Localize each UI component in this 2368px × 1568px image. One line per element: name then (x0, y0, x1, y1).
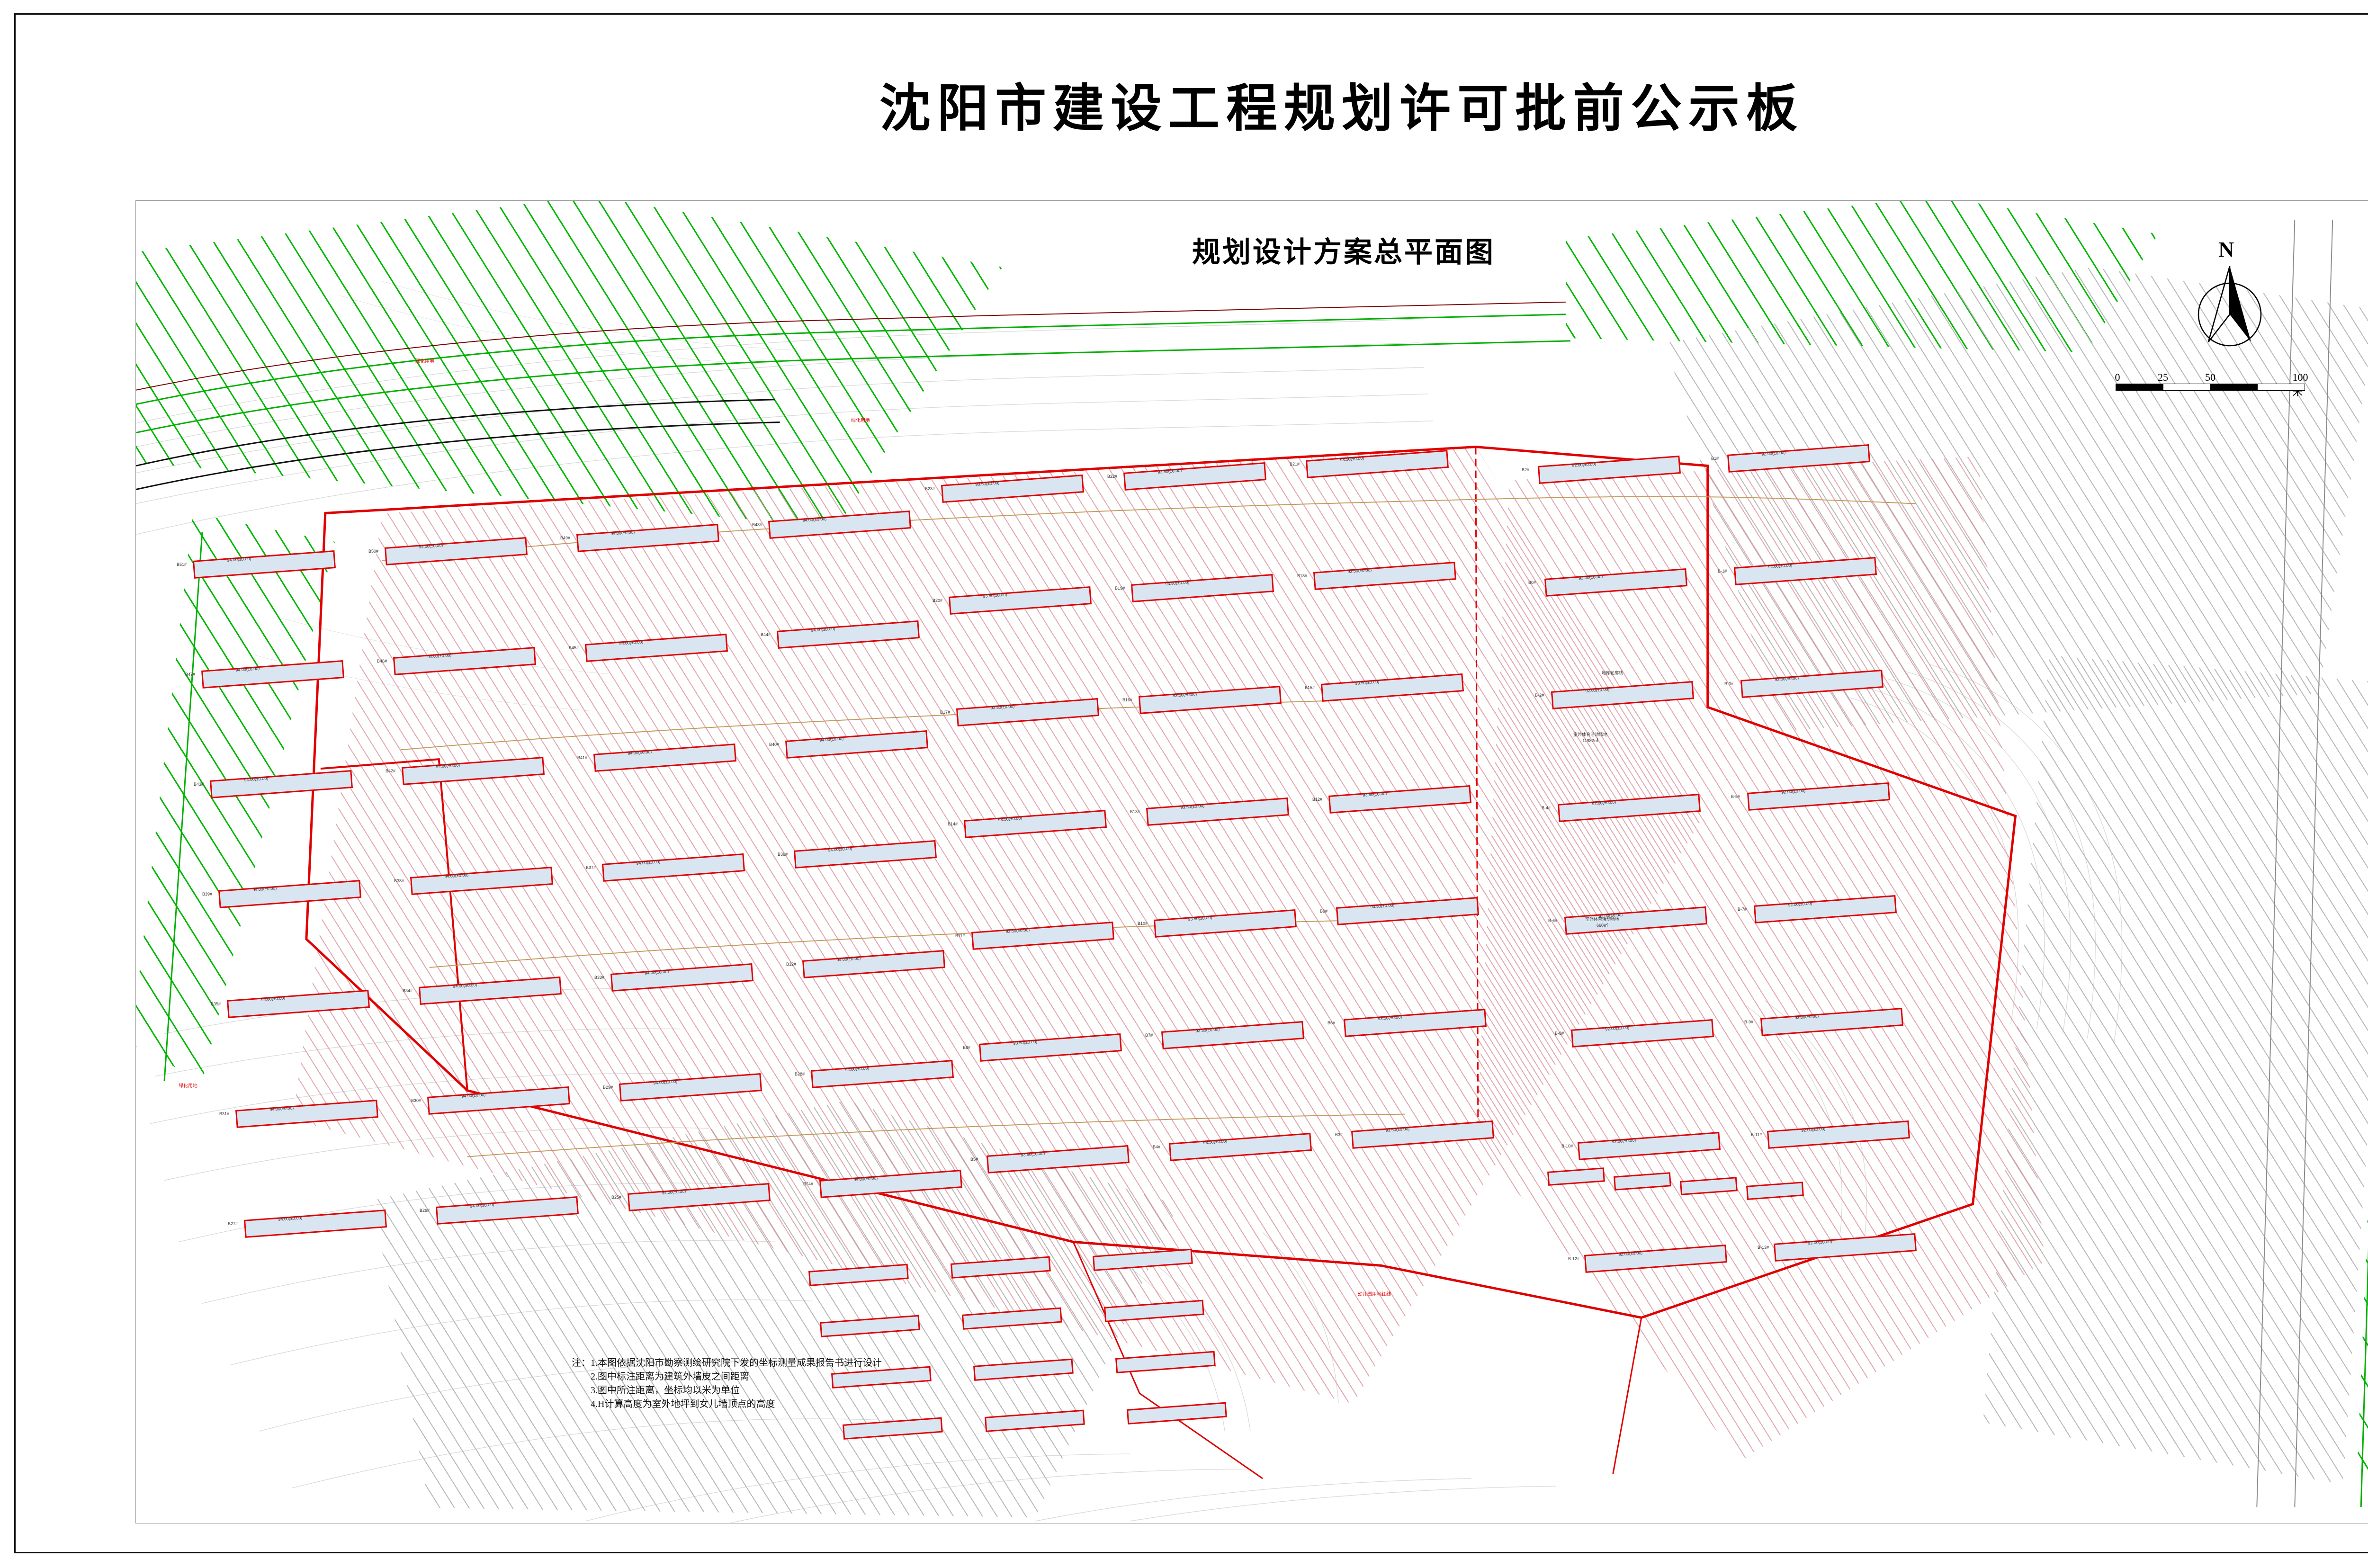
scale-bar: 0 25 50 100米 (2115, 371, 2308, 398)
building-label: B9# (1320, 909, 1328, 914)
building-label: B31# (219, 1111, 230, 1116)
map-label-green-land-1: 绿化用地 (415, 359, 434, 364)
plan-notes: 注：1.本图依据沈阳市勘察测绘研究院下发的坐标测量成果报告书进行设计 2.图中标… (572, 1356, 882, 1411)
building-label: B40# (769, 742, 780, 747)
board-frame: 沈阳市建设工程规划许可批前公示板 (14, 13, 2368, 1553)
building-label: B41# (577, 755, 588, 760)
building-label: B30# (411, 1098, 422, 1103)
building-label: B2# (1522, 467, 1530, 472)
building-label: B14# (948, 822, 958, 826)
map-label-sports-field-2: 室外体育活动场地 660㎡ (1585, 917, 1620, 928)
building-label: B39# (202, 892, 213, 896)
building-label: B5# (970, 1157, 978, 1162)
building-label: B24# (803, 1182, 814, 1186)
building-label: B27# (228, 1221, 238, 1226)
building-label: B28# (795, 1072, 805, 1076)
building-label: B6# (1328, 1021, 1336, 1025)
building-label: B42# (386, 769, 396, 773)
building-label: B-10# (1561, 1144, 1573, 1148)
map-label-green-land-2: 绿化用地 (851, 418, 870, 423)
building-label: B26# (420, 1208, 430, 1213)
building-label: B16# (1122, 698, 1133, 702)
north-arrow: N (2194, 239, 2274, 357)
building-label: B45# (569, 645, 579, 650)
plan-note-1: 注：1.本图依据沈阳市勘察测绘研究院下发的坐标测量成果报告书进行设计 (572, 1358, 882, 1368)
map-label-green-land-3: 绿化用地 (179, 1084, 197, 1089)
plan-note-3: 3.图中所注距离，坐标均以米为单位 (591, 1385, 740, 1396)
plan-note-2: 2.图中标注距离为建筑外墙皮之间距离 (591, 1371, 749, 1382)
plan-note-4: 4.H计算高度为室外地坪到女儿墙顶点的高度 (591, 1399, 775, 1409)
scale-bar-labels: 0 25 50 100米 (2115, 371, 2308, 398)
building-label: B19# (1115, 586, 1125, 591)
green-land-hatch-northwest (136, 201, 1003, 528)
map-label-terrain-line: 地库轮廓线 (1602, 671, 1624, 675)
page-title: 沈阳市建设工程规划许可批前公示板 (879, 81, 1804, 137)
plan-title: 规划设计方案总平面图 (1192, 237, 1495, 268)
building-label: B8# (963, 1045, 971, 1050)
building-label: B4# (1153, 1145, 1161, 1149)
building-label: B25# (611, 1195, 622, 1200)
building-label: B-12# (1568, 1256, 1580, 1261)
building-label: B11# (955, 933, 965, 938)
building-label: B50# (368, 549, 379, 554)
existing-fabric-hatch-east (1983, 655, 2368, 1484)
building-label: B29# (603, 1085, 613, 1090)
building-label: B-3# (1724, 681, 1734, 686)
building-label: B12# (1312, 797, 1323, 802)
building-label: B15# (1305, 685, 1315, 690)
building-label: B51# (177, 562, 187, 567)
building-label: B34# (403, 988, 413, 993)
building-label: B-1# (1718, 569, 1727, 573)
building-label: B35# (211, 1002, 221, 1006)
scale-tick-50: 50 (2205, 371, 2216, 383)
building-label: B18# (1297, 573, 1308, 578)
building-label: B1# (1711, 456, 1719, 461)
compass-icon (2198, 266, 2262, 347)
building-label: B-5# (1731, 794, 1740, 799)
building-label: B22# (1107, 474, 1118, 479)
building-label: B-8# (1555, 1031, 1564, 1036)
building-label: B36# (778, 852, 788, 857)
building-label: B47# (185, 672, 196, 677)
map-label-sports-field-1: 室外体育活动场地 11982㎡ (1573, 732, 1608, 743)
building-label: B33# (594, 975, 605, 980)
building-label: B-2# (1535, 693, 1544, 698)
building-label: B38# (394, 878, 404, 883)
scale-bar-graphic (2116, 384, 2305, 391)
building-label: B3# (1335, 1132, 1343, 1137)
site-plan-drawing: B51# 94.00(±0.00) B50# 94.00(±0.00) B49# 94.0… (135, 200, 2368, 1523)
building-label: B46# (377, 659, 387, 663)
building-label: B48# (752, 522, 762, 527)
building-label: B44# (761, 632, 771, 637)
building-label: B-13# (1758, 1245, 1769, 1250)
building-label: B-4# (1542, 806, 1551, 810)
building-label: B0# (1528, 580, 1536, 585)
scale-tick-25: 25 (2158, 371, 2168, 383)
scale-tick-0: 0 (2115, 371, 2120, 383)
building-label: B-7# (1738, 907, 1747, 912)
building-label: B43# (194, 782, 204, 787)
building-label: B10# (1138, 921, 1148, 926)
building-label: B23# (925, 486, 935, 491)
road-network-layer (136, 219, 2368, 1507)
building-label: B49# (560, 536, 571, 540)
building-label: B32# (786, 962, 797, 967)
building-label: B13# (1130, 809, 1140, 814)
building-label: B37# (586, 865, 596, 870)
building-label: B17# (940, 710, 951, 715)
north-label: N (2218, 237, 2234, 261)
building-label: B7# (1145, 1033, 1153, 1038)
building-label: B-11# (1751, 1132, 1762, 1137)
building-label: B21# (1290, 462, 1300, 466)
building-label: B-9# (1744, 1020, 1754, 1024)
building-label: B-6# (1548, 918, 1558, 923)
map-label-kindergarten-redline: 幼儿园用地红线 (1358, 1292, 1391, 1297)
building-label: B20# (933, 598, 943, 603)
